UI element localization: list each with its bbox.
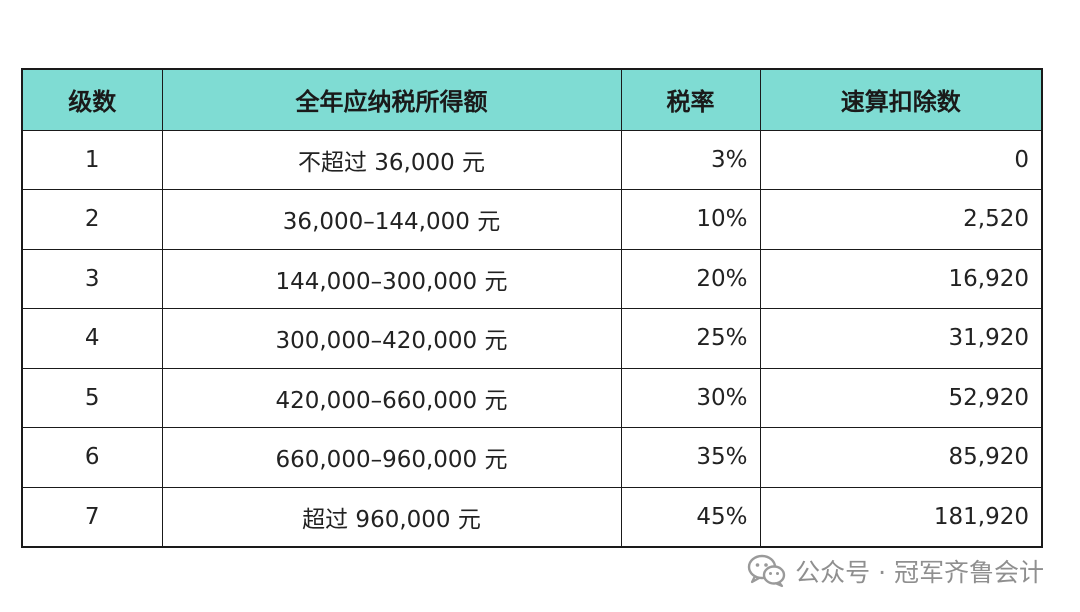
- tax-rate-table: 级数 全年应纳税所得额 税率 速算扣除数 1 不超过 36,000 元 3% 0…: [21, 68, 1043, 548]
- cell-tax-rate: 10%: [620, 189, 761, 250]
- cell-level: 6: [21, 427, 163, 488]
- cell-quick-deduction: 52,920: [759, 367, 1043, 428]
- cell-quick-deduction: 181,920: [759, 486, 1043, 547]
- cell-level: 4: [21, 308, 163, 369]
- table-row: 1 不超过 36,000 元 3% 0: [21, 129, 1043, 190]
- cell-income-range: 不超过 36,000 元: [161, 129, 622, 190]
- cell-tax-rate: 35%: [620, 427, 761, 488]
- cell-income-range: 144,000–300,000 元: [161, 248, 622, 309]
- cell-tax-rate: 30%: [620, 367, 761, 428]
- header-quick-deduction: 速算扣除数: [759, 68, 1043, 131]
- cell-tax-rate: 25%: [620, 308, 761, 369]
- cell-level: 7: [21, 486, 163, 547]
- cell-income-range: 36,000–144,000 元: [161, 189, 622, 250]
- table-row: 3 144,000–300,000 元 20% 16,920: [21, 248, 1043, 309]
- cell-level: 5: [21, 367, 163, 428]
- cell-quick-deduction: 16,920: [759, 248, 1043, 309]
- cell-level: 2: [21, 189, 163, 250]
- wechat-icon: [747, 554, 787, 588]
- header-level: 级数: [21, 68, 163, 131]
- cell-quick-deduction: 0: [759, 129, 1043, 190]
- cell-income-range: 660,000–960,000 元: [161, 427, 622, 488]
- table-row: 6 660,000–960,000 元 35% 85,920: [21, 427, 1043, 488]
- cell-tax-rate: 3%: [620, 129, 761, 190]
- table-header-row: 级数 全年应纳税所得额 税率 速算扣除数: [21, 68, 1043, 131]
- header-income-range: 全年应纳税所得额: [161, 68, 622, 131]
- cell-tax-rate: 45%: [620, 486, 761, 547]
- cell-income-range: 超过 960,000 元: [161, 486, 622, 547]
- cell-income-range: 300,000–420,000 元: [161, 308, 622, 369]
- watermark: 公众号 · 冠军齐鲁会计: [747, 553, 1044, 589]
- watermark-text: 公众号 · 冠军齐鲁会计: [795, 558, 1044, 587]
- header-tax-rate: 税率: [620, 68, 761, 131]
- cell-quick-deduction: 2,520: [759, 189, 1043, 250]
- cell-level: 3: [21, 248, 163, 309]
- cell-quick-deduction: 85,920: [759, 427, 1043, 488]
- cell-income-range: 420,000–660,000 元: [161, 367, 622, 428]
- table-row: 5 420,000–660,000 元 30% 52,920: [21, 367, 1043, 428]
- cell-quick-deduction: 31,920: [759, 308, 1043, 369]
- table-row: 4 300,000–420,000 元 25% 31,920: [21, 308, 1043, 369]
- table-row: 7 超过 960,000 元 45% 181,920: [21, 486, 1043, 547]
- table-row: 2 36,000–144,000 元 10% 2,520: [21, 189, 1043, 250]
- cell-tax-rate: 20%: [620, 248, 761, 309]
- cell-level: 1: [21, 129, 163, 190]
